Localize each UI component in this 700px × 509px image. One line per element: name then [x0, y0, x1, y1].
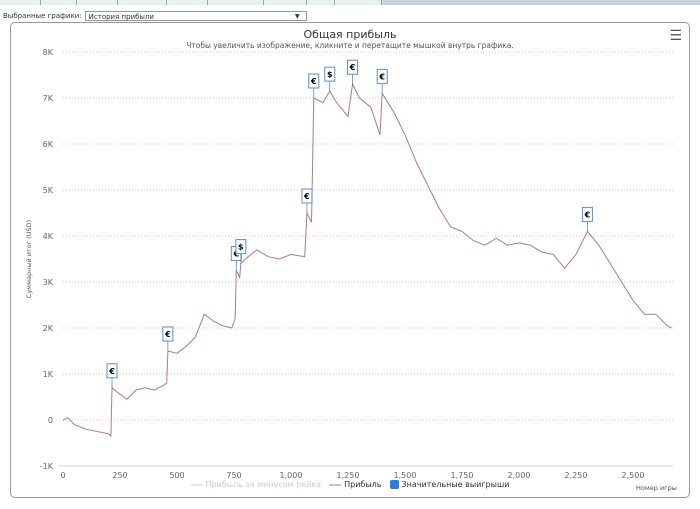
big-win-flag	[581, 206, 593, 222]
flag-symbol: €	[108, 367, 115, 376]
x-tick-label: 2,500	[622, 471, 645, 480]
tab[interactable]	[0, 0, 41, 5]
flag-symbol: €	[164, 330, 171, 339]
chart-container	[10, 22, 690, 498]
y-tick-label: 7K	[43, 94, 54, 103]
big-win-flag	[376, 68, 388, 84]
tab[interactable]	[208, 0, 264, 5]
big-win-flag	[106, 363, 118, 379]
tab-strip	[0, 0, 700, 5]
big-win-flag	[308, 73, 320, 89]
chart-selector[interactable]: История прибыли ▼	[84, 11, 307, 21]
legend-item-big-wins[interactable]: Значительные выигрыши	[389, 480, 509, 489]
big-win-flag	[301, 188, 313, 204]
chart-title: Общая прибыль	[303, 28, 397, 41]
y-tick-label: 2K	[43, 324, 54, 333]
chart-subtitle: Чтобы увеличить изображение, кликните и …	[186, 41, 514, 50]
x-tick-label: 1,750	[451, 471, 474, 480]
tab[interactable]	[41, 0, 77, 5]
legend: Прибыль за минусом рейка Прибыль Значите…	[0, 480, 700, 489]
chart-selector-label: Выбранные графики:	[3, 12, 82, 20]
flag-symbol: $	[238, 243, 244, 252]
y-tick-label: 4K	[43, 232, 54, 241]
legend-item-net[interactable]: Прибыль за минусом рейка	[190, 480, 322, 489]
y-tick-label: -1K	[40, 462, 54, 471]
flag-symbol: €	[378, 72, 385, 81]
x-tick-label: 1,500	[394, 471, 417, 480]
profit-line	[62, 82, 672, 438]
flag-symbol: €	[349, 63, 356, 72]
big-win-flag	[162, 326, 174, 342]
y-tick-label: 1K	[43, 370, 54, 379]
tab[interactable]	[335, 0, 382, 5]
y-tick-label: 6K	[43, 140, 54, 149]
x-tick-label: 2,000	[508, 471, 531, 480]
flag-symbol: $	[327, 70, 333, 79]
tab[interactable]	[264, 0, 307, 5]
x-axis-title: Номер игры	[636, 484, 677, 492]
dropdown-arrow-icon: ▼	[295, 13, 300, 20]
y-tick-label: 3K	[43, 278, 54, 287]
y-tick-label: 5K	[43, 186, 54, 195]
y-tick-label: 0	[48, 416, 53, 425]
y-axis-title: Суммарный итог (USD)	[25, 220, 33, 298]
big-win-flag	[347, 59, 359, 75]
x-tick-label: 1,250	[337, 471, 360, 480]
flag-symbol: €	[303, 192, 310, 201]
big-win-flag	[235, 239, 247, 255]
x-tick-label: 500	[169, 471, 184, 480]
flag-symbol: €	[310, 77, 317, 86]
x-tick-label: 250	[112, 471, 127, 480]
flag-symbol: €	[584, 210, 591, 219]
y-tick-label: 8K	[43, 48, 54, 57]
tab[interactable]	[167, 0, 208, 5]
chart-selector-value: История прибыли	[88, 13, 154, 21]
x-tick-label: 1,000	[280, 471, 303, 480]
chart-selector-row: Выбранные графики: История прибыли ▼	[3, 11, 307, 21]
tab[interactable]	[118, 0, 167, 5]
tab[interactable]	[307, 0, 335, 5]
x-tick-label: 750	[226, 471, 241, 480]
big-win-flag	[324, 66, 336, 82]
tab[interactable]	[77, 0, 118, 5]
menu-icon[interactable]: ☰	[669, 28, 682, 44]
x-tick-label: 0	[60, 471, 65, 480]
legend-item-profit[interactable]: Прибыль	[329, 480, 382, 489]
x-tick-label: 2,250	[565, 471, 588, 480]
